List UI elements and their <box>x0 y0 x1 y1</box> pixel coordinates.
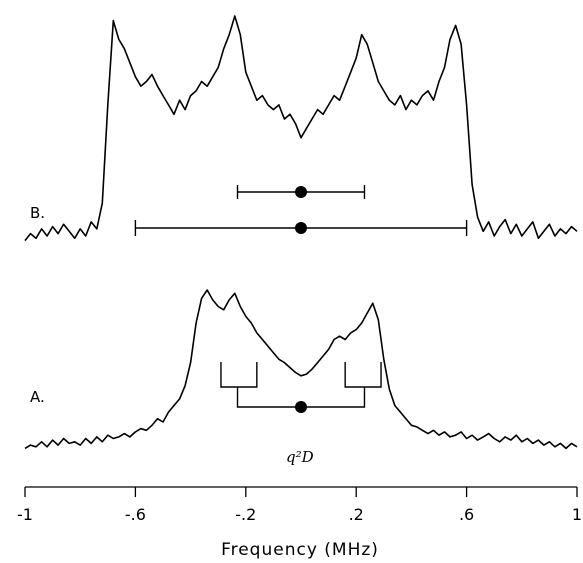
splitting-label: q²D <box>286 448 314 466</box>
x-tick-label-3: .2 <box>349 505 364 524</box>
bracket-A-left <box>220 362 258 388</box>
x-axis-ticks: -1 -.6 -.2 .2 .6 1 <box>17 487 582 524</box>
bracket-A-right <box>344 362 382 388</box>
center-dot-B-inner <box>295 186 307 198</box>
panel-label-B: B. <box>30 204 45 222</box>
series-line-B <box>24 15 578 242</box>
center-dot-A <box>295 401 307 413</box>
x-tick-label-0: -1 <box>17 505 33 524</box>
x-tick-label-5: 1 <box>572 505 582 524</box>
x-axis-title: Frequency (MHz) <box>221 540 379 560</box>
x-tick-label-2: -.2 <box>235 505 256 524</box>
splitting-annotations <box>134 185 468 413</box>
center-dot-B-outer <box>295 222 307 234</box>
x-tick-label-4: .6 <box>459 505 474 524</box>
panel-label-A: A. <box>30 388 45 406</box>
x-tick-label-1: -.6 <box>125 505 146 524</box>
series-line-A <box>24 289 578 450</box>
